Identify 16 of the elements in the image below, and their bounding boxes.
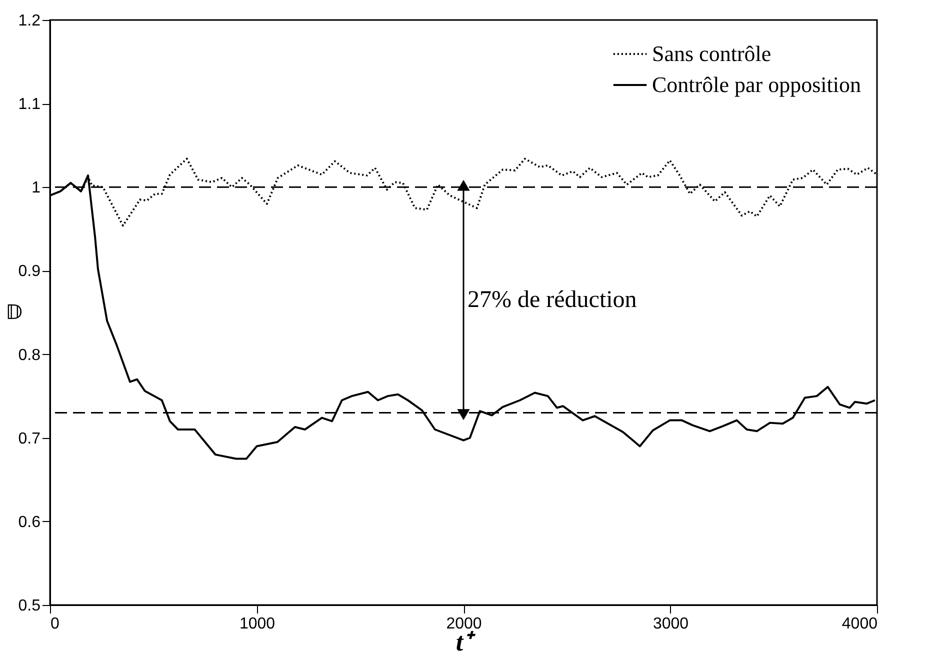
x-tick-label: 1000	[239, 616, 276, 632]
y-tick-label: 0.6	[18, 514, 41, 531]
x-tick-label: 3000	[652, 616, 689, 632]
y-tick-label: 0.5	[18, 598, 41, 614]
annotation: 27% de réduction	[468, 286, 637, 313]
y-tick-label: 1	[32, 180, 41, 197]
legend-label: Contrôle par opposition	[652, 72, 861, 97]
x-tick-label: 4000	[842, 616, 878, 632]
y-tick-label: 1.2	[18, 12, 41, 30]
y-tick-label: 0.9	[18, 263, 41, 280]
y-tick-label: 0.8	[18, 346, 41, 364]
y-tick-label: 1.1	[18, 96, 41, 114]
x-tick-label: 0	[50, 616, 60, 632]
y-tick-label: 0.7	[18, 430, 41, 448]
y-axis-title: 𝔻	[6, 300, 23, 324]
legend-label: Sans contrôle	[652, 41, 772, 66]
